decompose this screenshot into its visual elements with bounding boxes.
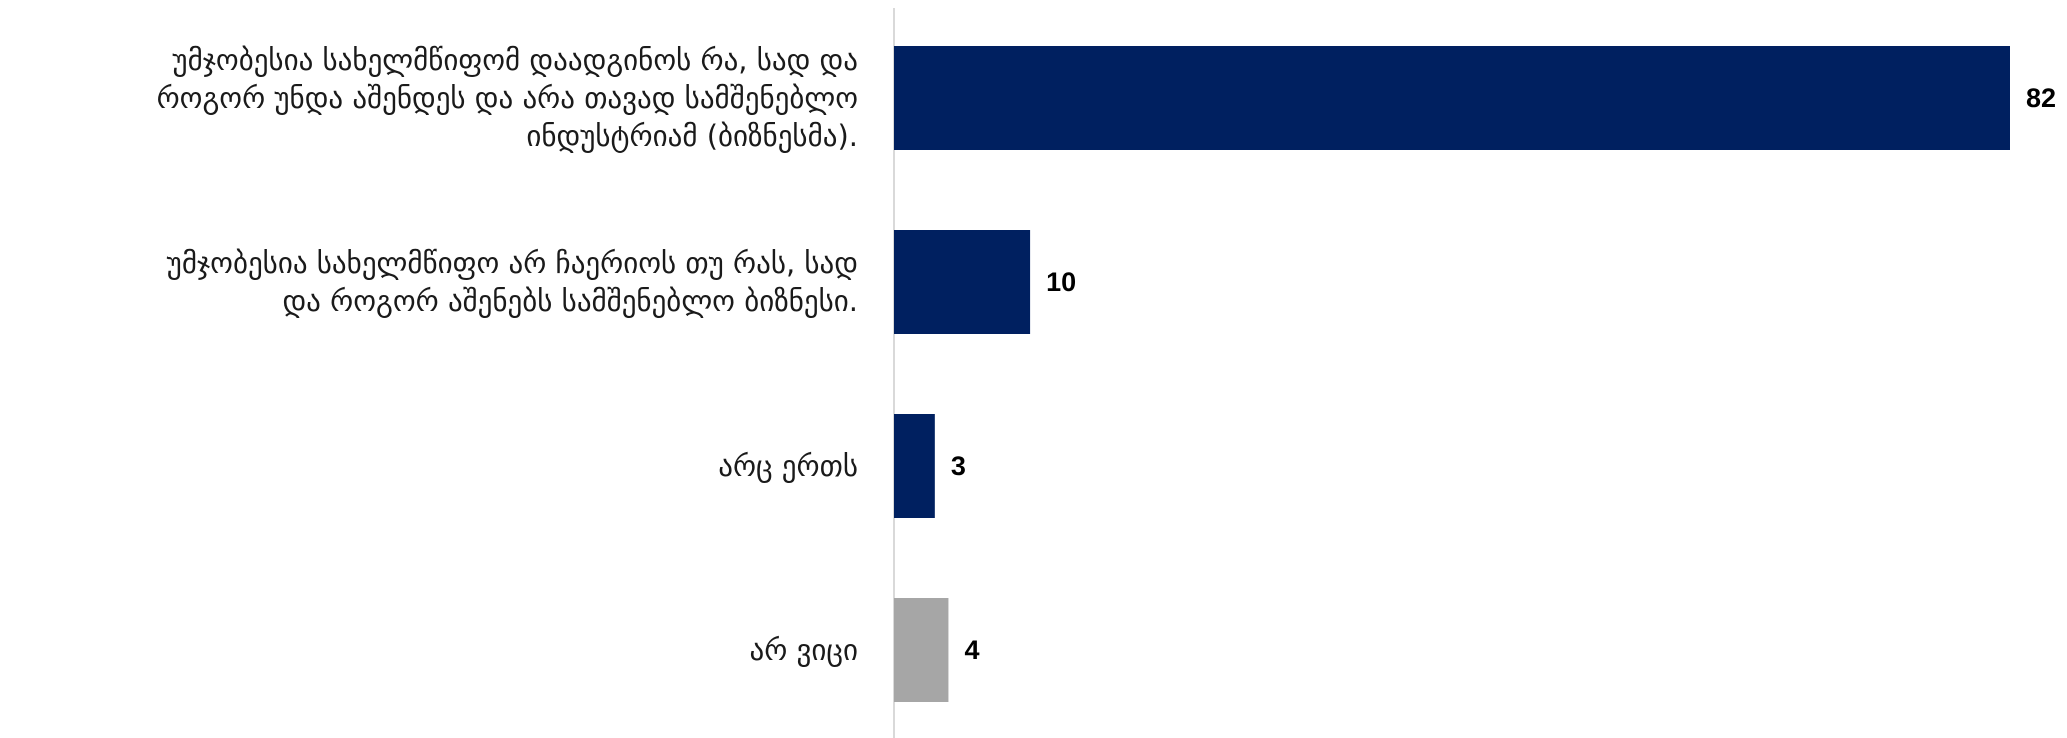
category-label-0-line-2: ინდუსტრიამ (ბიზნესმა). — [526, 119, 858, 153]
bar-1 — [894, 230, 1031, 334]
category-label-3-line-0: არ ვიცი — [750, 633, 858, 667]
bar-3 — [894, 598, 949, 702]
value-label-1: 10 — [1046, 267, 1076, 297]
bar-0 — [894, 46, 2010, 150]
category-label-1-line-0: უმჯობესია სახელმწიფო არ ჩაერიოს თუ რას, … — [167, 246, 858, 280]
bar-2 — [894, 414, 935, 518]
category-label-1-line-1: და როგორ აშენებს სამშენებლო ბიზნესი. — [282, 284, 858, 318]
category-label-0-line-0: უმჯობესია სახელმწიფომ დაადგინოს რა, სად … — [172, 43, 858, 77]
category-label-2-line-0: არც ერთს — [718, 449, 858, 483]
value-label-2: 3 — [951, 451, 966, 481]
value-label-3: 4 — [964, 635, 979, 665]
value-label-0: 82 — [2026, 83, 2056, 113]
category-label-0-line-1: როგორ უნდა აშენდეს და არა თავად სამშენებ… — [157, 81, 858, 115]
